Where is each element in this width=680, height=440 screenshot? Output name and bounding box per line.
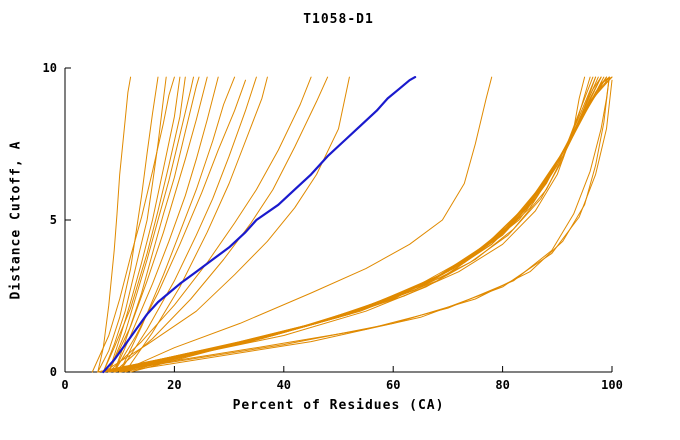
model-curve: [119, 79, 613, 373]
model-curve: [97, 76, 159, 373]
model-curve: [119, 76, 607, 373]
highlighted-model-curve: [102, 76, 417, 374]
model-curve: [108, 76, 194, 373]
x-tick-label: 20: [167, 378, 181, 392]
chart-title: T1058-D1: [303, 12, 374, 27]
y-tick-label: 0: [50, 365, 57, 379]
model-curve: [108, 76, 610, 373]
model-curve: [102, 76, 350, 373]
model-curve: [108, 76, 312, 373]
y-tick-label: 5: [50, 213, 57, 227]
model-curve: [113, 76, 219, 373]
model-curve: [102, 76, 602, 373]
model-curve: [91, 76, 175, 373]
model-curve: [97, 76, 132, 373]
x-tick-label: 40: [277, 378, 291, 392]
x-tick-label: 100: [601, 378, 623, 392]
model-curve: [113, 79, 246, 373]
x-tick-label: 60: [386, 378, 400, 392]
model-curve: [113, 76, 602, 373]
model-curve: [113, 76, 329, 373]
model-curve: [119, 76, 257, 373]
x-tick-label: 80: [495, 378, 509, 392]
x-tick-label: 0: [61, 378, 68, 392]
model-curve: [97, 76, 599, 373]
model-curve: [108, 76, 181, 373]
model-curve: [102, 76, 610, 373]
model-curve: [124, 76, 613, 373]
model-curve: [119, 76, 607, 373]
model-curve: [102, 76, 186, 373]
model-curve: [108, 76, 208, 373]
y-tick-label: 10: [43, 61, 57, 75]
x-axis-label: Percent of Residues (CA): [232, 398, 445, 413]
model-curve: [108, 76, 610, 373]
model-curve: [119, 76, 493, 373]
model-curve: [102, 76, 167, 373]
model-curve: [130, 76, 613, 373]
